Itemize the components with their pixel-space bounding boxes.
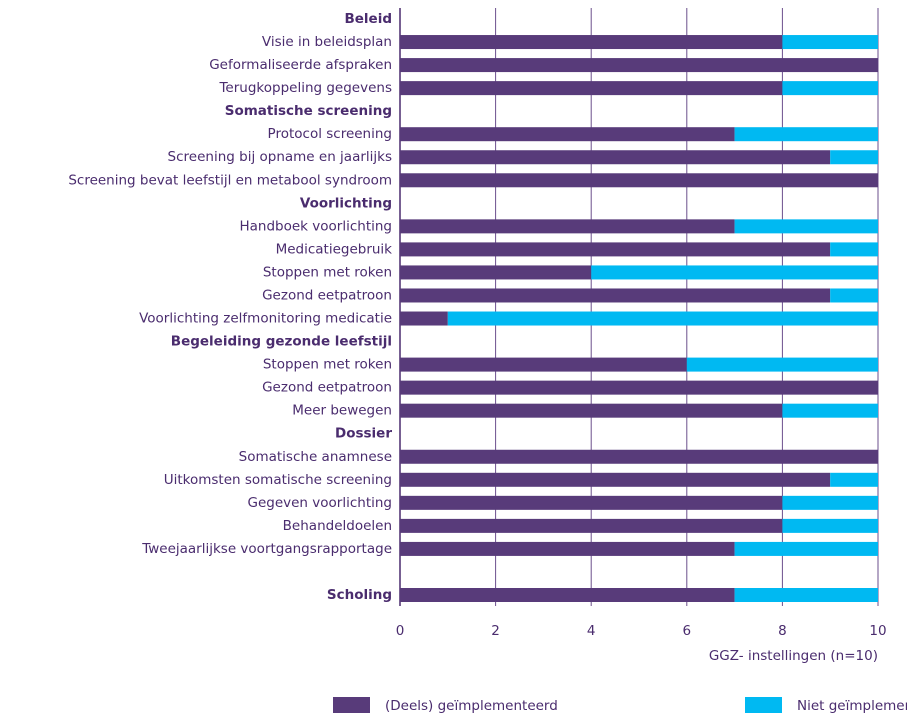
bar-segment [782,518,878,533]
bar-segment [734,588,878,602]
y-tick-label: Screening bevat leefstijl en metabool sy… [68,172,392,188]
y-tick-label: Terugkoppeling gegevens [218,80,392,96]
y-tick-label: Somatische screening [225,103,392,119]
y-tick-label: Behandeldoelen [283,518,392,534]
bar-segment [400,403,783,418]
y-tick-label: Voorlichting [300,195,392,211]
bar-segment [830,472,878,487]
bar-segment [400,472,831,487]
bar-segment [782,495,878,510]
y-tick-label: Scholing [327,587,392,603]
bar-segment [400,58,878,73]
bar-segment [591,265,878,280]
bar-segment [400,127,735,142]
x-tick-label: 0 [396,623,405,639]
y-tick-label: Beleid [344,11,392,27]
y-tick-label: Uitkomsten somatische screening [164,472,392,488]
bar-segment [400,35,783,50]
y-tick-label: Protocol screening [268,126,392,142]
x-tick-label: 4 [587,623,596,639]
bar-segment [734,127,878,142]
y-tick-label: Gezond eetpatroon [262,380,392,396]
bar-segment [400,288,831,303]
bar-segment [400,81,783,96]
x-axis-label: GGZ- instellingen (n=10) [709,648,878,664]
bar-segment [830,242,878,257]
bar-segment [782,81,878,96]
x-tick-label: 2 [491,623,500,639]
bar-segment [734,541,878,556]
bar-segment [400,150,831,165]
y-tick-label: Meer bewegen [292,403,392,419]
bar-segment [400,265,592,280]
bar-segment [686,357,878,372]
bar-segment [400,219,735,234]
y-tick-label: Voorlichting zelfmonitoring medicatie [139,311,392,327]
bar-segment [830,288,878,303]
y-tick-label: Geformaliseerde afspraken [209,57,392,73]
legend-label: Niet geïmplementeerd [797,698,907,714]
y-tick-label: Tweejaarlijkse voortgangsrapportage [141,541,392,557]
bar-segment [400,541,735,556]
bar-segment [400,242,831,257]
bar-segment [400,449,878,464]
legend-swatch [333,697,370,713]
bar-segment [734,219,878,234]
bar-segment [447,311,878,326]
y-tick-label: Stoppen met roken [263,357,392,373]
y-tick-label: Dossier [335,426,392,442]
y-tick-label: Gezond eetpatroon [262,287,392,303]
bar-segment [400,173,878,188]
y-tick-label: Begeleiding gezonde leefstijl [171,334,392,350]
bar-segment [400,357,687,372]
bar-segment [782,35,878,50]
bar-segment [400,380,878,395]
y-tick-label: Stoppen met roken [263,264,392,280]
legend-swatch [745,697,782,713]
y-tick-label: Somatische anamnese [239,449,392,465]
y-tick-label: Gegeven voorlichting [248,495,393,511]
y-tick-label: Screening bij opname en jaarlijks [168,149,392,165]
bar-segment [400,518,783,533]
y-tick-label: Visie in beleidsplan [262,34,392,50]
y-tick-label: Handboek voorlichting [239,218,392,234]
bar-segment [830,150,878,165]
x-tick-label: 8 [778,623,787,639]
x-tick-label: 10 [869,623,886,639]
bar-segment [400,311,448,326]
legend-label: (Deels) geïmplementeerd [385,698,558,714]
bar-segment [782,403,878,418]
bar-segment [400,588,735,602]
y-tick-label: Medicatiegebruik [276,241,393,257]
x-tick-label: 6 [683,623,692,639]
bar-segment [400,495,783,510]
